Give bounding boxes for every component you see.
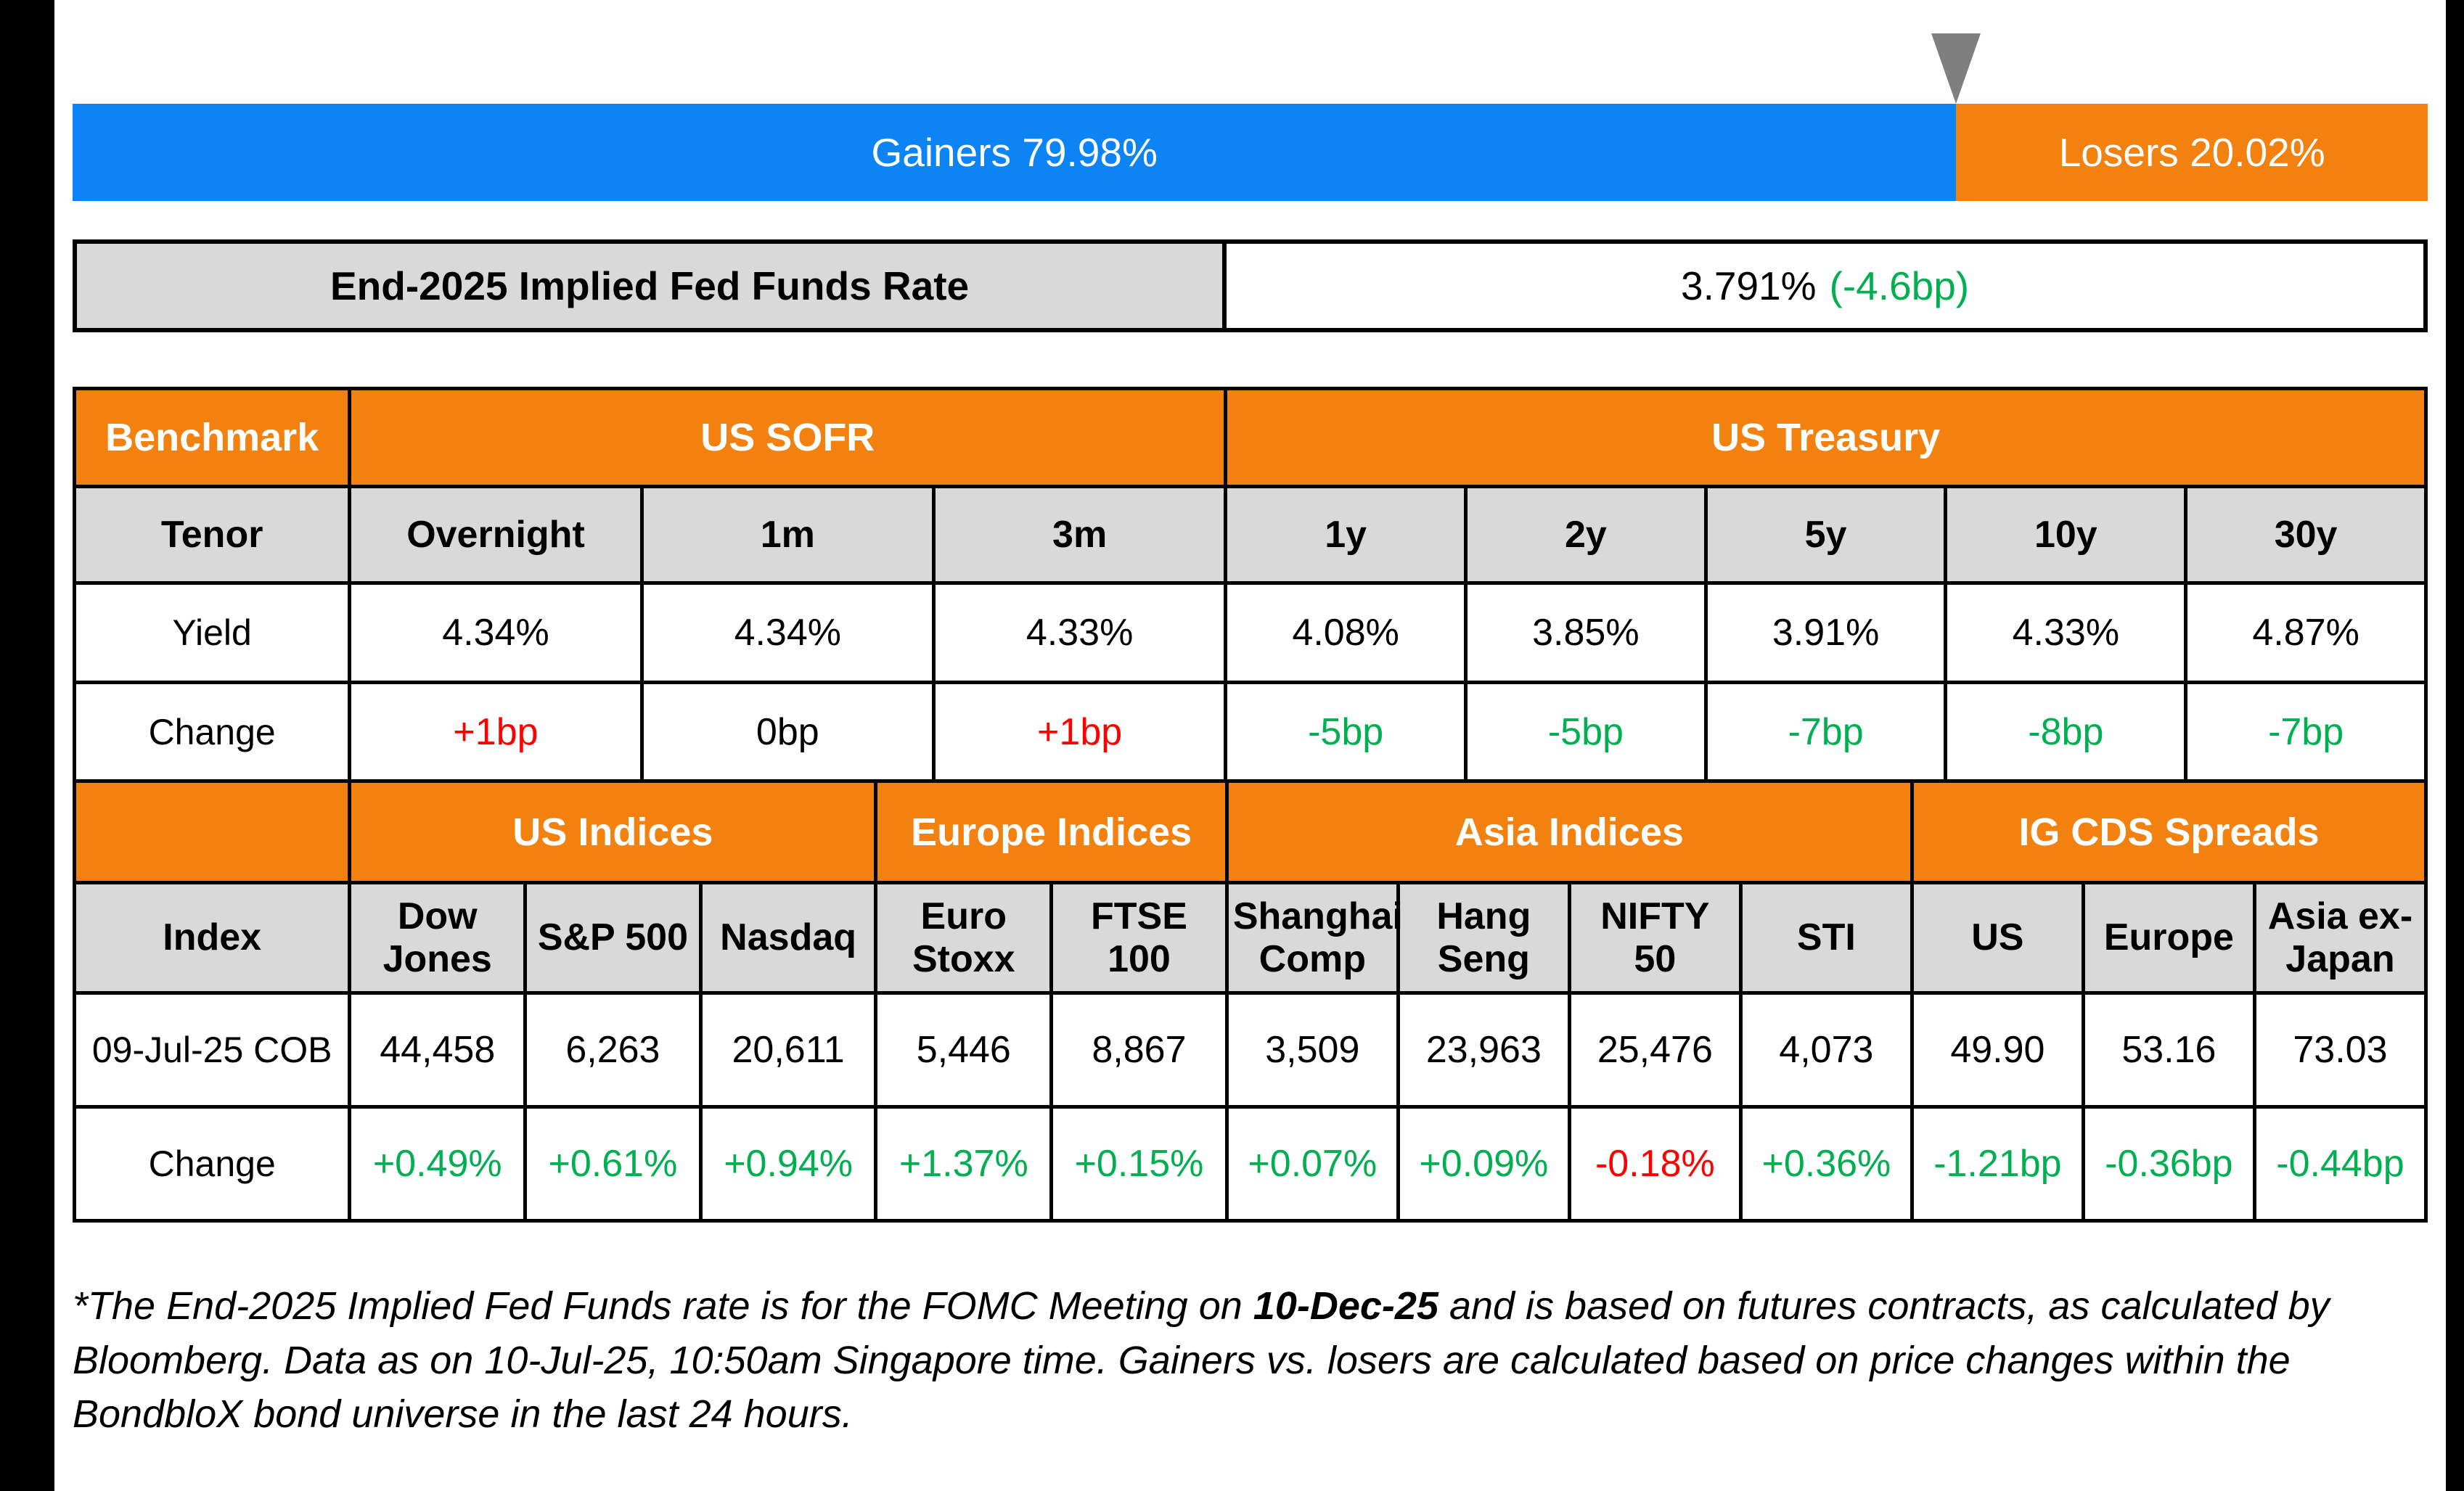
index-name-header: S&P 500 (523, 881, 703, 995)
benchmark-table: Benchmark US SOFR US Treasury Tenor Over… (72, 387, 2428, 783)
tenor-header: 10y (1944, 485, 2188, 585)
footnote-bold-date: 10-Dec-25 (1253, 1284, 1438, 1328)
yield-value: 3.85% (1464, 581, 1708, 684)
footnote: *The End-2025 Implied Fed Funds rate is … (73, 1279, 2428, 1442)
index-close-value: 3,509 (1224, 991, 1400, 1109)
index-close-value: 73.03 (2252, 991, 2428, 1109)
index-name-header: NIFTY 50 (1567, 881, 1743, 995)
indices-corner-header (72, 779, 352, 884)
index-close-value: 6,263 (523, 991, 703, 1109)
index-name-header: US (1910, 881, 2085, 995)
yield-value: 4.87% (2184, 581, 2428, 684)
yield-value: 3.91% (1703, 581, 1948, 684)
us-indices-group-header: US Indices (348, 779, 878, 884)
yield-row-header: Yield (72, 581, 352, 684)
gainers-losers-bar: Gainers 79.98% Losers 20.02% (73, 104, 2428, 201)
index-change-value: +0.09% (1396, 1105, 1571, 1223)
yield-change-value: -7bp (2184, 681, 2428, 783)
benchmark-corner-header: Benchmark (72, 387, 352, 488)
newsletter-panel: Gainers 79.98% Losers 20.02% End-2025 Im… (72, 0, 2428, 1442)
index-close-value: 20,611 (698, 991, 878, 1109)
tenor-header: Overnight (348, 485, 644, 585)
index-name-header: Dow Jones (348, 881, 528, 995)
ig-cds-group-header: IG CDS Spreads (1910, 779, 2428, 884)
tenor-header: 30y (2184, 485, 2428, 585)
yield-change-value: -8bp (1944, 681, 2188, 783)
screen-edge-left (0, 0, 54, 1491)
index-row-header: Index (72, 881, 352, 995)
fed-funds-label: End-2025 Implied Fed Funds Rate (77, 244, 1227, 328)
yield-value: 4.34% (348, 581, 644, 684)
index-change-value: +1.37% (874, 1105, 1054, 1223)
yield-change-value: -5bp (1464, 681, 1708, 783)
indices-change-row-header: Change (72, 1105, 352, 1223)
yield-change-value: 0bp (639, 681, 936, 783)
index-close-value: 5,446 (874, 991, 1054, 1109)
yield-value: 4.33% (1944, 581, 2188, 684)
fed-funds-change: (-4.6bp) (1829, 263, 1970, 308)
index-change-value: -0.36bp (2081, 1105, 2256, 1223)
index-close-value: 25,476 (1567, 991, 1743, 1109)
footnote-text-part1: *The End-2025 Implied Fed Funds rate is … (73, 1284, 1253, 1328)
index-change-value: +0.61% (523, 1105, 703, 1223)
index-close-value: 44,458 (348, 991, 528, 1109)
tenor-row-header: Tenor (72, 485, 352, 585)
losers-bar-label: Losers 20.02% (2058, 130, 2325, 175)
indices-table: US Indices Europe Indices Asia Indices I… (72, 779, 2428, 1223)
index-change-value: -0.44bp (2252, 1105, 2428, 1223)
index-name-header: STI (1738, 881, 1914, 995)
yield-change-value: -5bp (1224, 681, 1468, 783)
asia-indices-group-header: Asia Indices (1224, 779, 1914, 884)
index-change-value: -0.18% (1567, 1105, 1743, 1223)
index-name-header: Shanghai Comp (1224, 881, 1403, 995)
index-name-header: FTSE 100 (1049, 881, 1229, 995)
tenor-header: 3m (931, 485, 1228, 585)
yield-change-value: +1bp (348, 681, 644, 783)
index-change-value: +0.36% (1738, 1105, 1914, 1223)
index-close-value: 8,867 (1049, 991, 1229, 1109)
index-change-value: -1.21bp (1910, 1105, 2085, 1223)
index-name-header: Hang Seng (1396, 881, 1571, 995)
cob-row-header: 09-Jul-25 COB (72, 991, 352, 1109)
yield-value: 4.08% (1224, 581, 1468, 684)
index-name-header: Asia ex- Japan (2252, 881, 2428, 995)
index-close-value: 53.16 (2081, 991, 2256, 1109)
tenor-header: 2y (1464, 485, 1708, 585)
tenor-header: 1y (1224, 485, 1468, 585)
gainers-bar-label: Gainers 79.98% (871, 130, 1158, 175)
gainers-bar-segment: Gainers 79.98% (73, 104, 1957, 201)
screen-edge-right (2446, 0, 2464, 1491)
fed-funds-value: 3.791% (1681, 263, 1817, 308)
losers-bar-segment: Losers 20.02% (1956, 104, 2428, 201)
yield-value: 4.34% (639, 581, 936, 684)
index-change-value: +0.49% (348, 1105, 528, 1223)
footnote-text-part2: and is based on futures contracts, as ca… (73, 1284, 2330, 1437)
index-name-header: Europe (2081, 881, 2256, 995)
yield-change-value: +1bp (931, 681, 1228, 783)
data-tables: Benchmark US SOFR US Treasury Tenor Over… (72, 387, 2428, 1223)
index-close-value: 49.90 (1910, 991, 2085, 1109)
index-change-value: +0.94% (698, 1105, 878, 1223)
europe-indices-group-header: Europe Indices (874, 779, 1229, 884)
index-name-header: Nasdaq (698, 881, 878, 995)
yield-change-value: -7bp (1703, 681, 1948, 783)
down-triangle-marker-icon (1931, 33, 1981, 104)
yield-value: 4.33% (931, 581, 1228, 684)
marker-row (73, 0, 2428, 104)
tenor-header: 5y (1703, 485, 1948, 585)
tenor-header: 1m (639, 485, 936, 585)
us-treasury-group-header: US Treasury (1224, 387, 2428, 488)
index-change-value: +0.15% (1049, 1105, 1229, 1223)
benchmark-change-row-header: Change (72, 681, 352, 783)
us-sofr-group-header: US SOFR (348, 387, 1228, 488)
index-close-value: 4,073 (1738, 991, 1914, 1109)
index-change-value: +0.07% (1224, 1105, 1400, 1223)
fed-funds-value-cell: 3.791% (-4.6bp) (1227, 244, 2423, 328)
index-name-header: Euro Stoxx (874, 881, 1054, 995)
index-close-value: 23,963 (1396, 991, 1571, 1109)
fed-funds-row: End-2025 Implied Fed Funds Rate 3.791% (… (73, 239, 2428, 332)
